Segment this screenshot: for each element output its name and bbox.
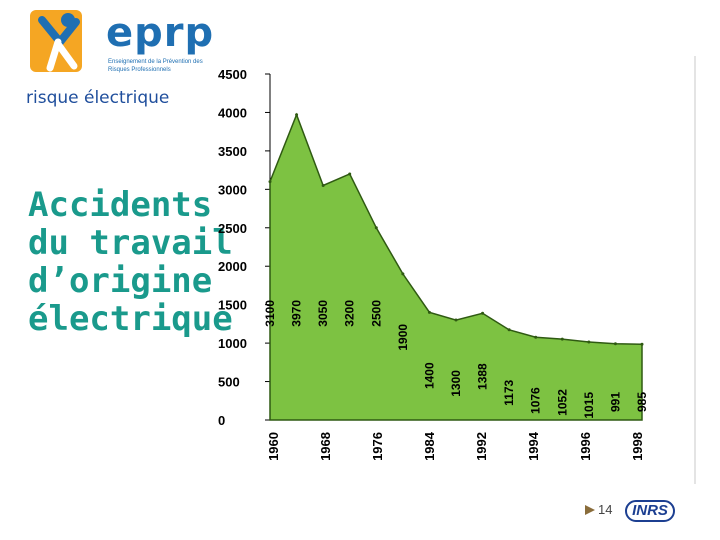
data-point <box>481 311 485 315</box>
x-tick-label: 1998 <box>630 432 645 461</box>
data-value-label: 3200 <box>343 300 357 327</box>
data-value-label: 1300 <box>449 370 463 397</box>
y-tick-label: 3500 <box>218 144 247 159</box>
y-tick-label: 0 <box>218 413 225 428</box>
data-value-label: 2500 <box>369 300 383 327</box>
data-point <box>295 113 299 117</box>
title-line-3: d’origine <box>28 261 213 301</box>
data-value-label: 1015 <box>582 392 596 419</box>
y-tick-label: 1500 <box>218 298 247 313</box>
y-tick-label: 500 <box>218 375 240 390</box>
data-point <box>640 342 644 346</box>
y-tick-label: 2000 <box>218 259 247 274</box>
logo-tagline: Enseignement de la Prévention des Risque… <box>108 59 203 73</box>
x-tick-label: 1992 <box>474 432 489 461</box>
x-tick-label: 1996 <box>578 432 593 461</box>
data-value-label: 3100 <box>263 300 277 327</box>
title-line-1: Accidents <box>28 185 213 225</box>
x-tick-label: 1960 <box>266 432 281 461</box>
data-value-label: 1400 <box>422 362 436 389</box>
data-point <box>268 180 272 184</box>
side-divider <box>694 56 696 484</box>
data-point <box>613 342 617 346</box>
series-area <box>269 112 643 421</box>
y-tick-label: 4000 <box>218 105 247 120</box>
data-point <box>401 272 405 276</box>
data-value-label: 1076 <box>529 387 543 414</box>
data-point <box>427 310 431 314</box>
y-tick-label: 4500 <box>218 67 247 82</box>
inrs-logo: INRS <box>625 500 675 522</box>
title-line-4: électrique <box>28 299 233 339</box>
eprp-logo: eprp Enseignement de la Prévention des R… <box>28 8 213 84</box>
data-point <box>454 318 458 322</box>
x-tick-label: 1976 <box>370 432 385 461</box>
data-value-label: 3050 <box>316 300 330 327</box>
x-tick-label: 1994 <box>526 431 541 461</box>
data-value-label: 3970 <box>290 300 304 327</box>
page-number: 14 <box>598 502 613 517</box>
data-value-label: 1388 <box>476 363 490 390</box>
page-title: Accidents du travail d’origine électriqu… <box>28 185 233 339</box>
x-tick-label: 1984 <box>422 431 437 461</box>
eprp-figure-icon <box>30 10 82 72</box>
logo-wordmark: eprp <box>106 10 215 56</box>
data-point <box>507 328 511 332</box>
data-point <box>560 337 564 341</box>
y-tick-label: 2500 <box>218 221 247 236</box>
y-tick-label: 3000 <box>218 182 247 197</box>
page-marker-icon <box>585 505 595 515</box>
data-value-label: 1900 <box>396 324 410 351</box>
y-tick-label: 1000 <box>218 336 247 351</box>
data-value-label: 991 <box>608 392 622 412</box>
page-subtitle: risque électrique <box>26 88 170 108</box>
title-line-2: du travail <box>28 223 233 263</box>
data-point <box>374 226 378 230</box>
data-value-label: 985 <box>635 392 649 412</box>
data-value-label: 1052 <box>555 389 569 416</box>
data-point <box>321 183 325 187</box>
data-point <box>587 340 591 344</box>
data-point <box>348 172 352 176</box>
data-point <box>534 335 538 339</box>
data-value-label: 1173 <box>502 379 516 405</box>
x-tick-label: 1968 <box>318 432 333 461</box>
